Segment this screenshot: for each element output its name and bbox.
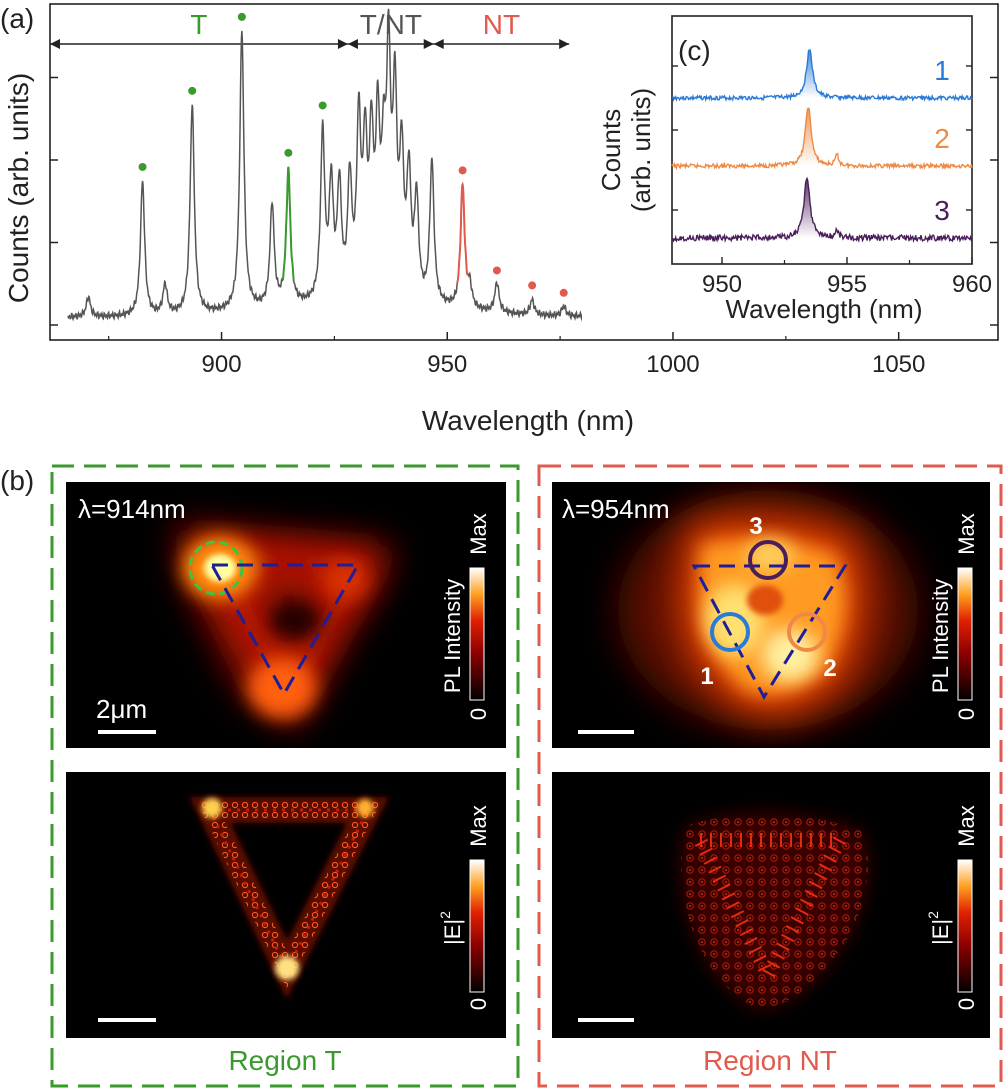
peak-marker <box>318 101 327 110</box>
t-field-scalebar <box>98 1018 156 1022</box>
region-arrowhead-left <box>433 39 444 49</box>
x-tick-label: 900 <box>202 351 242 378</box>
panel-a-label: (a) <box>0 3 34 34</box>
nt-pl-map: 1 2 3 λ=954nm Max 0 PL Intensity <box>552 482 990 748</box>
nt-scalebar <box>578 730 634 734</box>
region-arrowhead-right <box>337 39 348 49</box>
inset-series-label: 1 <box>934 55 950 86</box>
t-wavelength-label: λ=914nm <box>78 494 186 524</box>
nt-field-scalebar <box>578 1018 634 1022</box>
t-pl-colorbar <box>469 567 485 701</box>
region-arrowhead-right <box>559 39 570 49</box>
site-circle-3 <box>748 540 788 580</box>
inset-series-line <box>671 48 973 103</box>
nt-pl-colorbar <box>957 567 973 701</box>
nt-lattice-triangle-outline <box>691 564 848 701</box>
t-field-colorbar-title: |E|2 <box>437 911 465 945</box>
peak-marker <box>237 12 246 21</box>
inset-spectra: (c) 950 955 960 1 2 3 Wavelength (nm) Counts… <box>582 12 992 332</box>
inset-frame <box>671 15 973 265</box>
plot-frame <box>49 3 999 341</box>
panel-c-label: (c) <box>678 35 711 66</box>
peak-marker <box>188 86 197 95</box>
x-tick-label: 1050 <box>872 351 925 378</box>
t-pl-colorbar-max: Max <box>466 513 491 555</box>
highlighted-peak-line <box>456 181 469 284</box>
highlight-circle <box>188 540 244 596</box>
nt-pl-colorbar-max: Max <box>954 513 979 555</box>
site-label-3: 3 <box>749 513 762 540</box>
inset-series-label: 3 <box>934 195 950 226</box>
region-arrowhead-right <box>423 39 434 49</box>
nt-field-colorbar <box>957 859 973 993</box>
t-scalebar-label: 2μm <box>96 694 147 724</box>
inset-series-line <box>671 176 973 244</box>
panel-b-label: (b) <box>0 465 34 496</box>
region-label: NT <box>483 9 520 40</box>
inset-x-tick-label: 960 <box>952 271 992 298</box>
region-nt-label: Region NT <box>703 1045 837 1076</box>
site-label-2: 2 <box>823 655 836 682</box>
peak-marker <box>492 266 501 275</box>
nt-field-map: Max 0 |E|2 <box>552 772 990 1038</box>
t-scalebar <box>98 730 156 734</box>
region-label: T/NT <box>360 9 422 40</box>
region-nt-frame <box>537 464 1003 1088</box>
region-label: T <box>190 9 207 40</box>
x-axis-label: Wavelength (nm) <box>422 405 634 436</box>
highlighted-peak-line <box>281 166 295 282</box>
nt-wavelength-label: λ=954nm <box>562 494 670 524</box>
nt-field-colorbar-title: |E|2 <box>925 911 953 945</box>
t-field-colorbar-min: 0 <box>466 998 491 1010</box>
x-tick-label: 1000 <box>646 351 699 378</box>
nt-field-colorbar-max: Max <box>954 805 979 847</box>
t-pl-colorbar-min: 0 <box>466 708 491 720</box>
nt-field-colorbar-min: 0 <box>954 998 979 1010</box>
t-pl-map: λ=914nm 2μm Max 0 PL Intensity <box>66 482 506 748</box>
t-field-colorbar <box>469 859 485 993</box>
peak-marker <box>528 281 537 290</box>
inset-series-line <box>671 107 973 171</box>
inset-y-axis-label-line2: (arb. units) <box>626 88 656 212</box>
nt-pl-colorbar-title: PL Intensity <box>928 579 953 693</box>
inset-x-tick-label: 950 <box>702 271 742 298</box>
t-pl-colorbar-title: PL Intensity <box>440 579 465 693</box>
region-arrowhead-left <box>347 39 358 49</box>
peak-marker <box>138 162 147 171</box>
inset-x-axis-label: Wavelength (nm) <box>726 294 923 324</box>
inset-x-tick-label: 955 <box>827 271 867 298</box>
inset-series-label: 2 <box>934 123 950 154</box>
y-axis-label: Counts (arb. units) <box>3 73 34 303</box>
site-circle-1 <box>710 612 750 652</box>
peak-marker <box>458 166 467 175</box>
t-field-colorbar-max: Max <box>466 805 491 847</box>
inset-y-axis-label-line1: Counts <box>596 109 626 191</box>
peak-marker <box>559 288 568 297</box>
inset-background <box>582 12 976 332</box>
site-label-1: 1 <box>700 663 713 690</box>
t-field-map: Max 0 |E|2 <box>66 772 506 1038</box>
nt-pl-colorbar-min: 0 <box>954 708 979 720</box>
region-arrowhead-left <box>50 39 60 49</box>
region-t-label: Region T <box>228 1045 341 1076</box>
peak-marker <box>284 148 293 157</box>
x-tick-label: 950 <box>427 351 467 378</box>
region-t-frame <box>50 464 520 1088</box>
site-circle-2 <box>787 612 827 652</box>
